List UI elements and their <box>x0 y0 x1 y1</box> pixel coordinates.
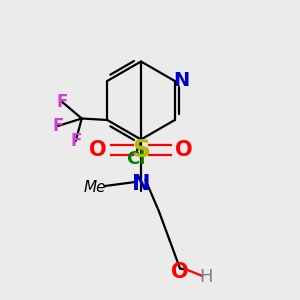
Text: N: N <box>132 175 150 194</box>
Text: F: F <box>56 93 68 111</box>
Text: F: F <box>52 117 63 135</box>
Text: F: F <box>70 132 81 150</box>
Text: O: O <box>175 140 193 160</box>
Text: O: O <box>89 140 107 160</box>
Text: H: H <box>199 268 212 286</box>
Text: S: S <box>132 138 150 162</box>
Text: N: N <box>173 71 190 90</box>
Text: O: O <box>171 262 189 281</box>
Text: Cl: Cl <box>126 150 145 168</box>
Text: Me: Me <box>83 180 106 195</box>
